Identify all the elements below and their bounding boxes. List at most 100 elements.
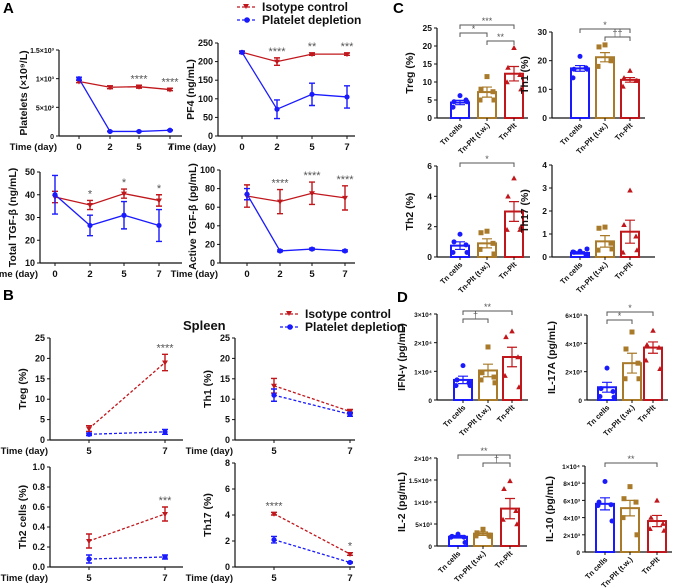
x-axis-label: Time (day) (186, 446, 233, 457)
data-point-circle (451, 239, 457, 245)
data-point-circle (450, 104, 456, 110)
data-point-square (635, 360, 641, 366)
significance-label: **** (161, 76, 179, 88)
data-point-triangle (633, 233, 639, 239)
data-point-square (627, 484, 633, 490)
legend-marker-circle-icon (244, 17, 250, 23)
y-tick-label: 4×10³ (565, 341, 583, 348)
x-tick-label: 5 (309, 142, 315, 153)
data-point-triangle (505, 64, 511, 70)
data-point-square (487, 533, 493, 539)
error-bar (600, 52, 610, 63)
y-tick-label: 20 (220, 353, 230, 363)
y-tick-label: 20 (205, 239, 215, 249)
series-line-isotype (88, 361, 166, 430)
y-tick-label: 10 (35, 394, 45, 404)
x-tick-label: 2 (87, 269, 92, 280)
error-bar (625, 219, 635, 244)
data-point-triangle (121, 191, 127, 197)
y-tick-label: 15 (35, 374, 45, 384)
data-point-square (620, 515, 626, 521)
y-tick-label: 4 (427, 191, 432, 201)
y-axis-label: IL-17A (pg/mL) (546, 321, 558, 394)
data-point-triangle (344, 52, 350, 58)
panel-label-c: C (393, 0, 404, 17)
x-tick-label: 5 (271, 446, 277, 457)
y-tick-label: 10 (423, 77, 433, 87)
y-axis-label: IL-10 (pg/mL) (544, 476, 556, 542)
error-bar (505, 497, 515, 520)
data-point-triangle (509, 328, 515, 334)
data-point-circle (577, 53, 583, 59)
y-tick-label: 20 (35, 353, 45, 363)
y-axis-label: IL-2 (pg/mL) (396, 472, 408, 532)
series-line-depletion (88, 431, 166, 435)
error-bar (625, 76, 635, 83)
data-point-triangle (650, 327, 656, 333)
x-tick-label: 5 (271, 573, 277, 584)
data-point-triangle (277, 199, 283, 205)
significance-label: * (348, 541, 353, 553)
data-point-triangle (517, 72, 523, 77)
data-point-circle (136, 128, 142, 135)
data-point-square (595, 63, 601, 69)
significance-label: **** (130, 73, 148, 85)
significance-label: **** (303, 170, 321, 182)
data-point-square (480, 526, 486, 532)
significance-bracket (604, 462, 658, 467)
category-label: Tn-Plt (497, 121, 519, 143)
y-tick-label: 40 (205, 221, 215, 231)
significance-bracket (604, 36, 631, 41)
data-point-square (629, 329, 635, 335)
significance-label: ** (497, 32, 505, 42)
x-tick-label: 5 (309, 269, 315, 280)
data-point-circle (611, 394, 617, 400)
x-tick-label: 5 (121, 269, 127, 280)
data-point-triangle (627, 187, 633, 193)
data-point-circle (463, 242, 469, 248)
panel-label-d: D (397, 289, 408, 306)
y-tick-label: 0.4 (32, 522, 45, 532)
category-label: Tn-Plt (493, 549, 515, 571)
data-point-circle (271, 392, 277, 398)
data-point-circle (604, 365, 610, 371)
x-tick-label: 7 (156, 269, 161, 280)
data-point-square (478, 86, 484, 92)
y-tick-label: 100 (198, 94, 213, 104)
y-tick-label: 8×10³ (563, 481, 581, 488)
y-tick-label: 25 (35, 333, 45, 343)
data-point-circle (271, 537, 277, 543)
data-point-square (477, 97, 483, 103)
data-point-circle (448, 534, 454, 540)
x-tick-label: 7 (342, 269, 347, 280)
series-line-isotype (273, 513, 351, 555)
y-tick-label: 0.8 (32, 482, 45, 492)
data-point-square (609, 58, 615, 64)
y-tick-label: 6×10³ (563, 498, 581, 505)
data-point-triangle (107, 85, 113, 91)
x-tick-label: 2 (277, 269, 282, 280)
y-tick-label: 50 (203, 112, 213, 122)
y-tick-label: 250 (198, 38, 213, 48)
error-bar (507, 346, 517, 368)
data-point-triangle (660, 520, 666, 526)
data-point-circle (76, 76, 82, 82)
data-point-circle (464, 99, 470, 105)
category-label: Tn-Plt (613, 121, 635, 143)
y-tick-label: 3×10⁴ (414, 312, 432, 319)
x-tick-label: 0 (76, 142, 81, 153)
y-axis-label: Th17 (%) (202, 493, 214, 537)
error-bar (600, 497, 610, 511)
data-point-square (602, 224, 608, 230)
data-point-triangle (504, 226, 510, 232)
significance-label: †† (612, 28, 622, 38)
data-point-circle (577, 248, 583, 254)
data-point-circle (342, 248, 348, 254)
y-tick-label: 0.0 (32, 562, 45, 572)
y-axis-label: Th17 (%) (519, 189, 531, 233)
y-axis-label: Th2 cells (%) (17, 485, 29, 549)
data-point-triangle (644, 341, 650, 347)
data-point-circle (462, 539, 468, 545)
y-tick-label: 60 (205, 202, 215, 212)
